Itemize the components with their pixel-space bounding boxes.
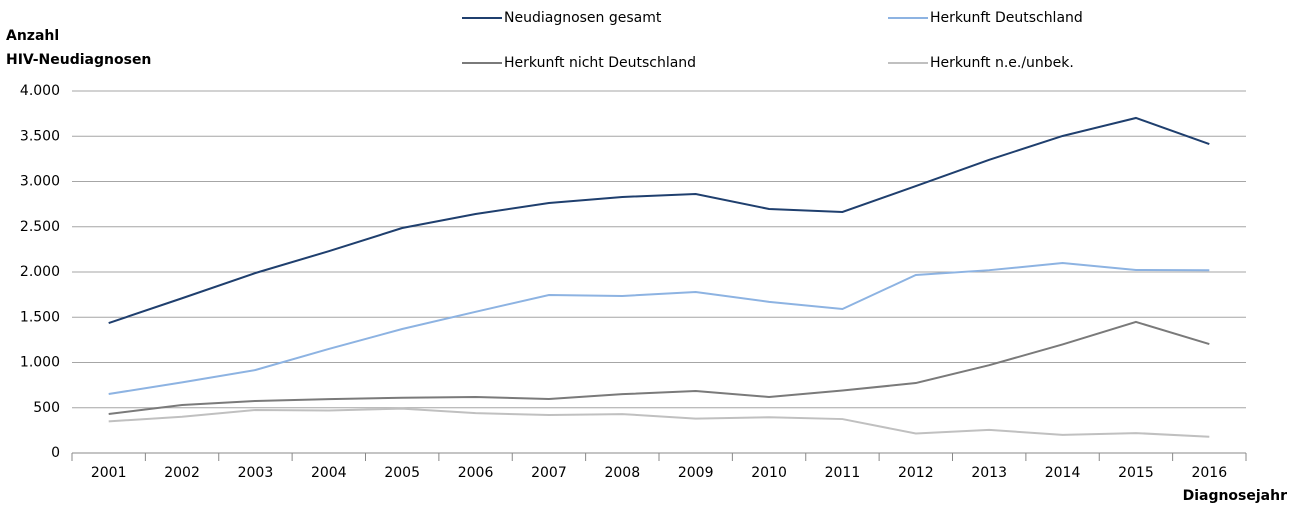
y-tick-label: 4.000 xyxy=(20,83,60,99)
x-tick-label: 2014 xyxy=(1045,465,1081,481)
x-tick-label: 2012 xyxy=(898,465,934,481)
y-tick-label: 2.500 xyxy=(20,219,60,235)
y-axis-title: HIV-Neudiagnosen xyxy=(6,52,151,68)
x-tick-label: 2008 xyxy=(604,465,640,481)
legend-label: Herkunft nicht Deutschland xyxy=(504,55,696,71)
y-tick-label: 3.500 xyxy=(20,128,60,144)
x-tick-label: 2013 xyxy=(971,465,1007,481)
series-line xyxy=(108,320,1210,415)
x-tick-label: 2011 xyxy=(825,465,861,481)
x-tick-label: 2001 xyxy=(91,465,127,481)
x-tick-label: 2004 xyxy=(311,465,347,481)
series-line xyxy=(108,262,1210,395)
legend-label: Neudiagnosen gesamt xyxy=(504,10,662,26)
x-tick-label: 2016 xyxy=(1191,465,1227,481)
x-tick-label: 2005 xyxy=(384,465,420,481)
x-tick-label: 2006 xyxy=(458,465,494,481)
x-tick-label: 2015 xyxy=(1118,465,1154,481)
y-tick-label: 3.000 xyxy=(20,174,60,190)
legend-label: Herkunft n.e./unbek. xyxy=(930,55,1074,71)
x-tick-label: 2010 xyxy=(751,465,787,481)
y-tick-label: 2.000 xyxy=(20,264,60,280)
y-tick-label: 1.000 xyxy=(20,355,60,371)
x-tick-label: 2002 xyxy=(164,465,200,481)
x-tick-label: 2003 xyxy=(238,465,274,481)
x-axis-title: Diagnosejahr xyxy=(1183,488,1288,504)
y-tick-label: 0 xyxy=(51,445,60,461)
legend-label: Herkunft Deutschland xyxy=(930,10,1083,26)
series-line xyxy=(108,407,1210,438)
series-line xyxy=(108,116,1210,324)
y-axis-title: Anzahl xyxy=(6,28,59,44)
x-tick-label: 2009 xyxy=(678,465,714,481)
x-tick-label: 2007 xyxy=(531,465,567,481)
y-tick-label: 1.500 xyxy=(20,309,60,325)
y-tick-label: 500 xyxy=(33,400,60,416)
